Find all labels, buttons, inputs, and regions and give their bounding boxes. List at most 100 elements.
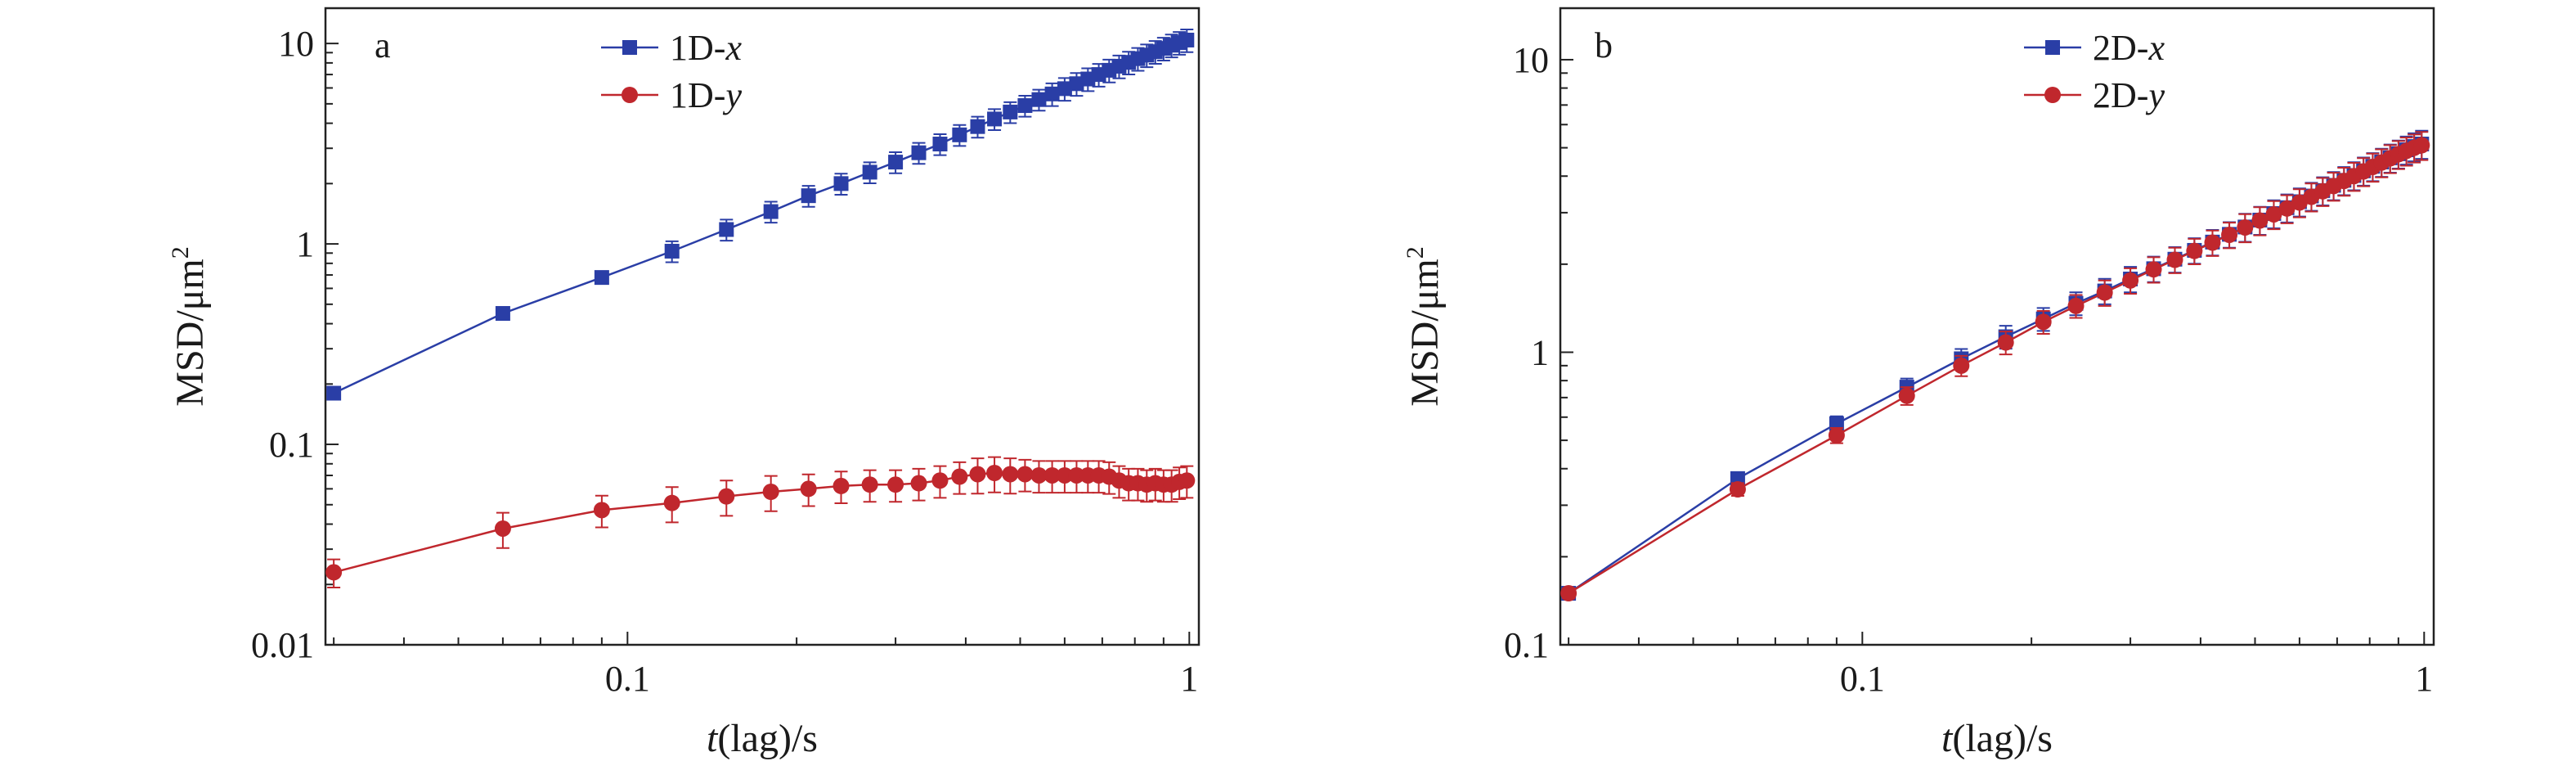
data-point	[494, 520, 511, 537]
plot-frame	[1559, 7, 2435, 646]
data-point	[2221, 226, 2238, 243]
legend-label: 1D-x	[670, 28, 742, 68]
data-point	[2186, 242, 2203, 259]
data-point	[1002, 466, 1019, 483]
data-point	[593, 502, 610, 519]
panel-a: a 0.1 1 0.01 0.1 1 10 1D-x 1D-y MSD/μm2 t(lag)…	[167, 7, 1200, 760]
data-point	[1056, 466, 1073, 484]
data-point	[2067, 297, 2085, 314]
data-point	[762, 483, 779, 500]
data-point	[1068, 466, 1085, 484]
data-point	[2145, 261, 2162, 278]
data-point	[800, 480, 817, 498]
y-tick-label: 1	[296, 224, 314, 264]
data-point	[1898, 387, 1915, 404]
data-point	[1828, 427, 1845, 444]
y-axis-label: MSD/μm2	[167, 246, 212, 406]
data-point	[911, 145, 927, 160]
legend-label: 2D-y	[2093, 75, 2165, 115]
panel-b: b 0.1 1 0.1 1 10 2D-x 2D-y MSD/μm2 t(lag)/s	[1402, 7, 2435, 760]
legend-marker	[622, 87, 638, 103]
data-point	[664, 243, 680, 259]
data-point	[951, 468, 968, 485]
data-point	[594, 270, 609, 286]
data-point	[862, 164, 877, 180]
data-point	[1178, 472, 1196, 489]
data-point	[2278, 200, 2296, 217]
data-point	[1729, 480, 1746, 498]
legend: 1D-x 1D-y	[601, 28, 742, 115]
data-point	[1017, 98, 1033, 114]
data-point	[1953, 357, 1970, 374]
data-point	[931, 472, 949, 489]
data-point	[801, 188, 816, 204]
data-point	[495, 306, 510, 322]
data-point	[969, 466, 986, 483]
x-tick-label: 0.1	[605, 659, 650, 699]
data-point	[1560, 585, 1577, 602]
y-tick-label: 0.1	[269, 425, 314, 465]
y-axis-label: MSD/μm2	[1402, 246, 1447, 406]
legend-label: 1D-y	[670, 75, 742, 115]
data-point	[888, 155, 904, 170]
legend-item: 2D-x	[2024, 28, 2165, 68]
data-point	[2122, 272, 2139, 289]
data-point	[887, 476, 904, 493]
data-point	[2237, 218, 2254, 236]
y-tick-label: 0.01	[251, 625, 314, 665]
data-point	[1030, 466, 1048, 484]
y-tick-label: 1	[1531, 332, 1549, 372]
data-point	[2166, 251, 2183, 268]
panel-label: a	[375, 25, 391, 65]
data-point	[1997, 334, 2014, 351]
series-2D-y	[1560, 131, 2430, 602]
data-point	[1031, 92, 1047, 107]
panel-label: b	[1595, 25, 1613, 65]
y-tick-label: 10	[1513, 40, 1549, 80]
data-point	[2204, 234, 2221, 251]
data-point	[861, 476, 878, 493]
x-axis-label: t(lag)/s	[707, 717, 818, 760]
data-point	[1179, 32, 1195, 47]
series-1D-y	[325, 456, 1196, 588]
data-point	[2413, 137, 2430, 154]
y-tick-label: 0.1	[1504, 625, 1549, 665]
legend-marker	[2044, 87, 2061, 103]
x-axis-label: t(lag)/s	[1941, 717, 2053, 760]
axis-ticks: 0.1 1 0.01 0.1 1 10	[251, 24, 1198, 699]
plot-frame	[324, 7, 1200, 646]
data-point	[1043, 466, 1061, 484]
legend-item: 1D-y	[601, 75, 742, 115]
data-point	[2251, 212, 2269, 229]
data-point	[2265, 205, 2282, 223]
x-tick-label: 0.1	[1840, 659, 1885, 699]
data-point	[952, 127, 967, 142]
series-1D-x	[326, 28, 1195, 401]
legend-item: 1D-x	[601, 28, 742, 68]
data-point	[986, 464, 1003, 481]
data-point	[932, 137, 948, 152]
data-point	[2096, 284, 2113, 301]
data-point	[763, 204, 779, 219]
legend-marker	[2045, 40, 2060, 55]
legend-label: 2D-x	[2093, 28, 2165, 68]
legend: 2D-x 2D-y	[2024, 28, 2165, 115]
data-point	[325, 564, 343, 581]
data-point	[1069, 76, 1084, 92]
data-point	[1003, 104, 1018, 119]
data-point	[832, 477, 850, 494]
legend-marker	[622, 40, 637, 55]
axis-ticks: 0.1 1 0.1 1 10	[1504, 40, 2433, 699]
data-point	[1044, 86, 1060, 101]
data-point	[910, 475, 927, 492]
data-marks	[325, 28, 1196, 588]
data-point	[718, 488, 735, 505]
x-tick-label: 1	[2415, 659, 2433, 699]
data-point	[719, 222, 734, 237]
data-point	[663, 494, 680, 511]
data-point	[1057, 81, 1072, 97]
x-tick-label: 1	[1180, 659, 1198, 699]
data-point	[970, 119, 985, 134]
data-point	[987, 111, 1003, 127]
